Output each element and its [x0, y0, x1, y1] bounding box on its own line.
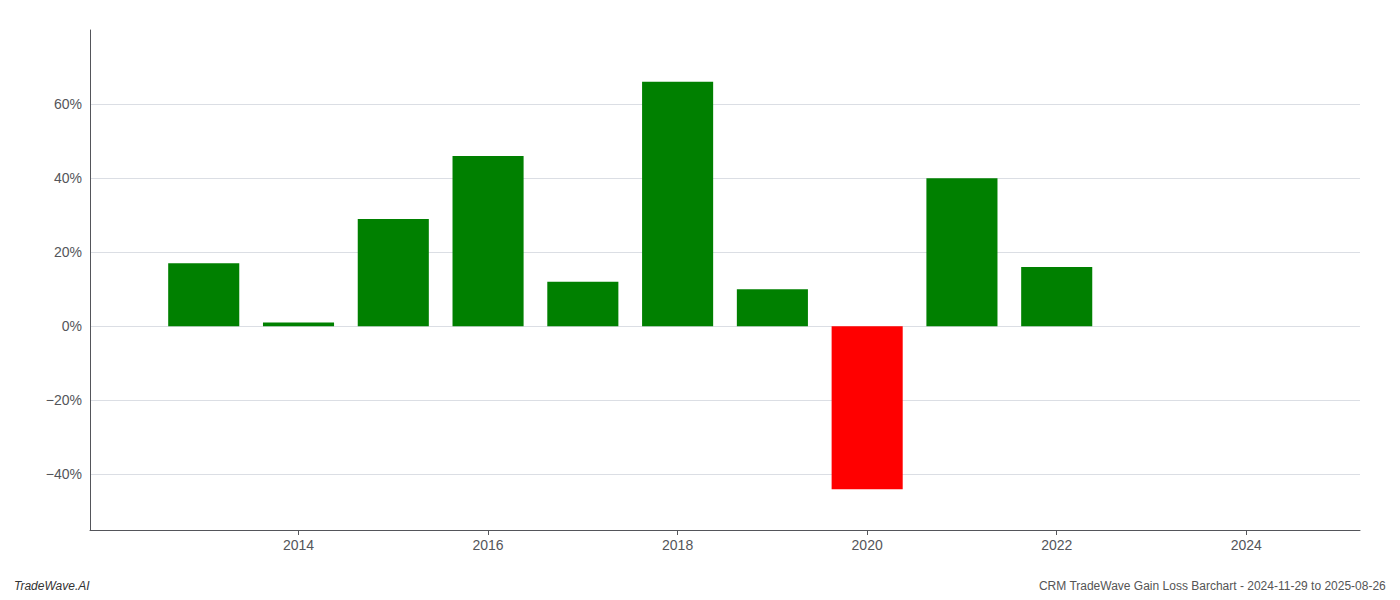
- svg-text:TradeWave.AI: TradeWave.AI: [14, 579, 90, 593]
- svg-text:2018: 2018: [662, 537, 693, 553]
- svg-text:20%: 20%: [54, 244, 82, 260]
- svg-text:2024: 2024: [1231, 537, 1262, 553]
- svg-text:−20%: −20%: [46, 392, 82, 408]
- svg-text:−40%: −40%: [46, 466, 82, 482]
- svg-text:40%: 40%: [54, 170, 82, 186]
- svg-text:0%: 0%: [62, 318, 82, 334]
- svg-text:2020: 2020: [852, 537, 883, 553]
- svg-text:CRM TradeWave Gain Loss Barcha: CRM TradeWave Gain Loss Barchart - 2024-…: [1039, 579, 1386, 593]
- svg-text:2014: 2014: [283, 537, 314, 553]
- svg-text:2016: 2016: [472, 537, 503, 553]
- svg-text:60%: 60%: [54, 96, 82, 112]
- svg-text:2022: 2022: [1041, 537, 1072, 553]
